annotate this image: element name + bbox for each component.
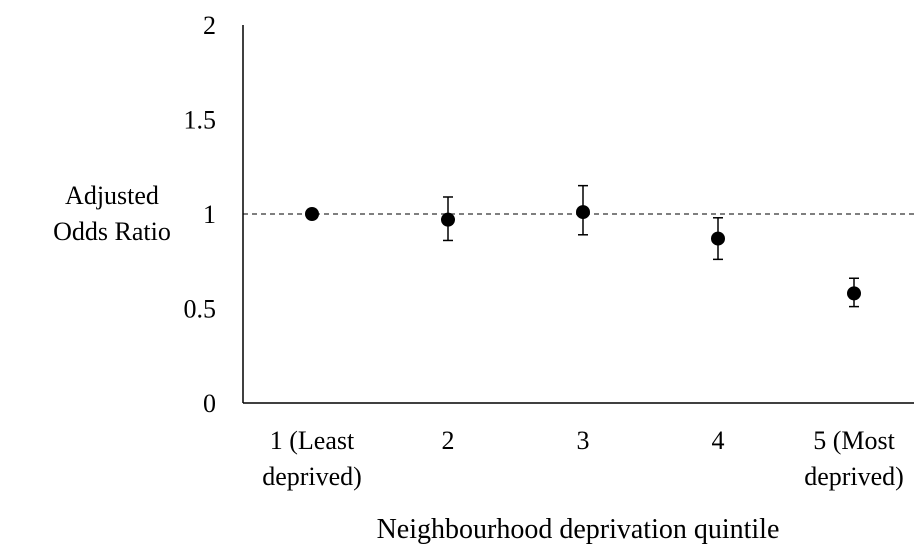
x-category-label: 4 xyxy=(712,426,725,455)
y-axis-label-line: Adjusted xyxy=(65,181,159,210)
x-category-label: deprived) xyxy=(262,462,362,491)
y-tick-label: 1 xyxy=(203,200,216,229)
y-axis-label-line: Odds Ratio xyxy=(53,217,171,246)
data-point xyxy=(847,286,861,301)
x-category-label: deprived) xyxy=(804,462,904,491)
y-tick-label: 2 xyxy=(203,11,216,40)
x-category-labels: 1 (Least deprived) 2 3 4 5 (Most deprived) xyxy=(262,426,904,491)
x-category-label: 3 xyxy=(577,426,590,455)
x-category-label: 1 (Least xyxy=(270,426,355,455)
data-marks xyxy=(305,184,861,308)
data-point xyxy=(305,207,319,221)
y-tick-label: 0 xyxy=(203,389,216,418)
y-tick-label: 1.5 xyxy=(184,106,217,135)
y-tick-label: 0.5 xyxy=(184,295,217,324)
x-category-label: 2 xyxy=(442,426,455,455)
data-point xyxy=(576,205,590,220)
data-point xyxy=(441,212,455,227)
y-axis-label: Adjusted Odds Ratio xyxy=(53,181,171,246)
x-category-label: 5 (Most xyxy=(813,426,895,455)
data-point xyxy=(711,231,725,246)
y-tick-labels: 0 0.5 1 1.5 2 xyxy=(184,11,217,418)
x-axis-label: Neighbourhood deprivation quintile xyxy=(377,514,780,545)
